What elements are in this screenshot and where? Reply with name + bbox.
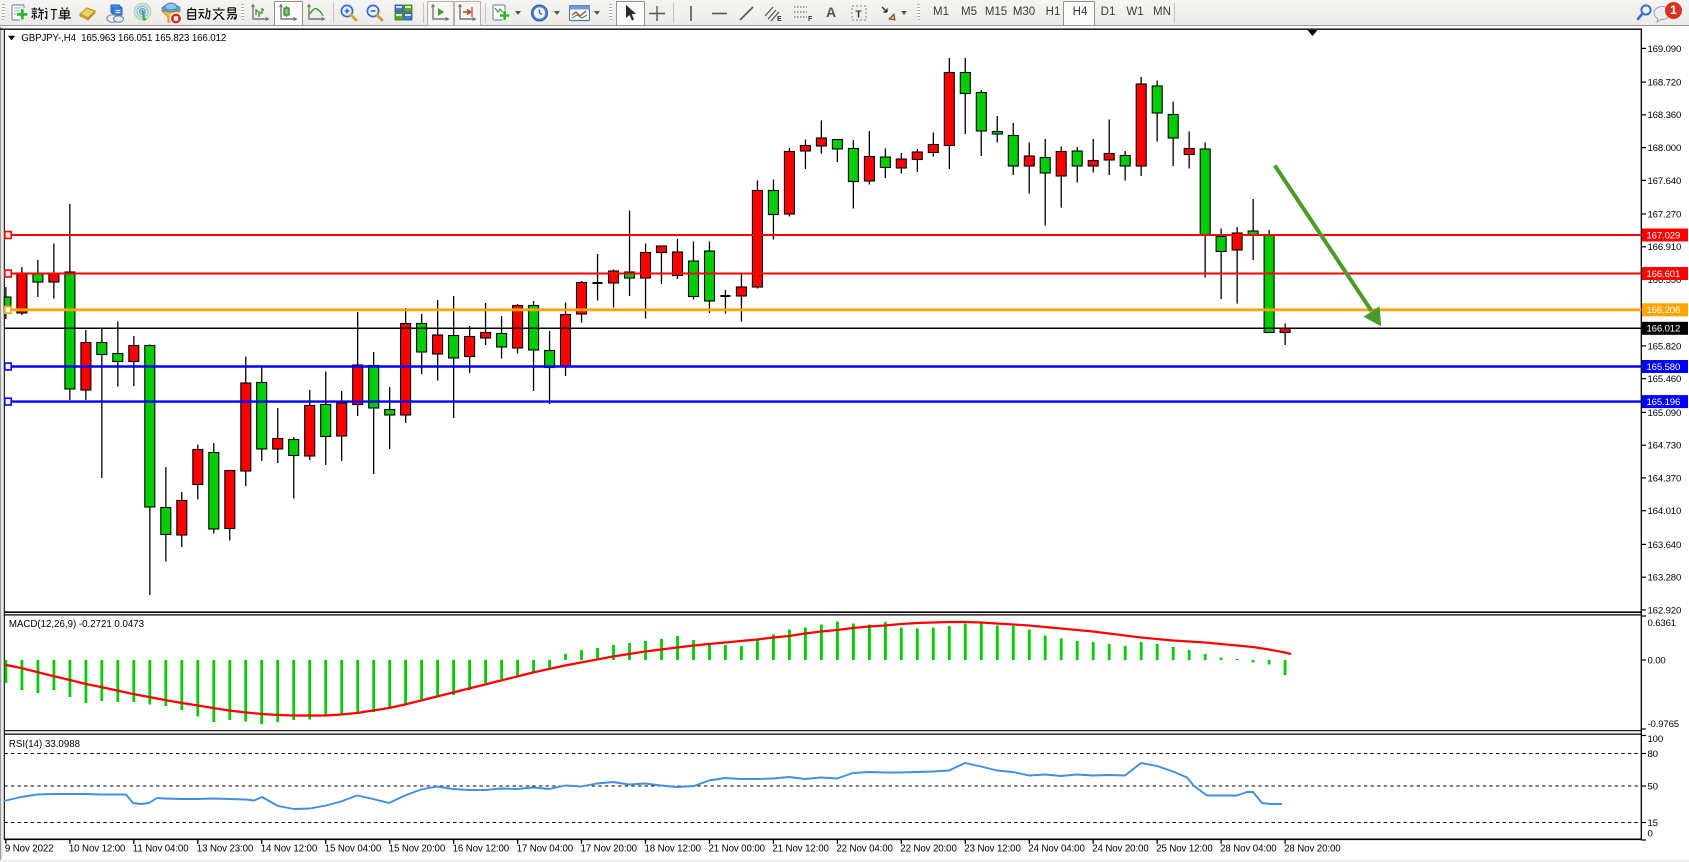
svg-text:164.730: 164.730 bbox=[1648, 441, 1682, 452]
svg-text:MACD(12,26,9) -0.2721 0.0473: MACD(12,26,9) -0.2721 0.0473 bbox=[9, 619, 144, 630]
svg-text:11 Nov 04:00: 11 Nov 04:00 bbox=[133, 844, 189, 855]
svg-text:163.280: 163.280 bbox=[1648, 573, 1682, 584]
svg-text:169.090: 169.090 bbox=[1648, 44, 1682, 55]
svg-text:28 Nov 04:00: 28 Nov 04:00 bbox=[1220, 844, 1277, 855]
svg-text:E: E bbox=[777, 16, 782, 23]
svg-text:166.910: 166.910 bbox=[1648, 242, 1682, 253]
svg-text:17 Nov 20:00: 17 Nov 20:00 bbox=[581, 844, 638, 855]
svg-text:166.012: 166.012 bbox=[1647, 324, 1681, 335]
svg-text:T: T bbox=[856, 10, 862, 21]
svg-text:13 Nov 23:00: 13 Nov 23:00 bbox=[197, 844, 254, 855]
svg-text:165.196: 165.196 bbox=[1647, 397, 1681, 408]
svg-text:F: F bbox=[808, 16, 813, 23]
svg-text:167.029: 167.029 bbox=[1647, 230, 1681, 241]
svg-text:RSI(14) 33.0988: RSI(14) 33.0988 bbox=[9, 739, 80, 750]
svg-text:162.920: 162.920 bbox=[1648, 605, 1682, 616]
svg-text:9 Nov 2022: 9 Nov 2022 bbox=[5, 844, 54, 855]
svg-text:22 Nov 04:00: 22 Nov 04:00 bbox=[836, 844, 893, 855]
svg-text:16 Nov 12:00: 16 Nov 12:00 bbox=[453, 844, 510, 855]
svg-text:10 Nov 12:00: 10 Nov 12:00 bbox=[69, 844, 126, 855]
svg-text:28 Nov 20:00: 28 Nov 20:00 bbox=[1284, 844, 1341, 855]
svg-text:24 Nov 04:00: 24 Nov 04:00 bbox=[1028, 844, 1085, 855]
svg-text:167.270: 167.270 bbox=[1648, 209, 1682, 220]
svg-text:21 Nov 00:00: 21 Nov 00:00 bbox=[709, 844, 766, 855]
svg-text:166.550: 166.550 bbox=[1648, 275, 1682, 286]
svg-text:168.360: 168.360 bbox=[1648, 110, 1682, 121]
svg-text:21 Nov 12:00: 21 Nov 12:00 bbox=[772, 844, 829, 855]
svg-text:25 Nov 12:00: 25 Nov 12:00 bbox=[1156, 844, 1213, 855]
svg-text:168.000: 168.000 bbox=[1648, 143, 1682, 154]
svg-text:0: 0 bbox=[1648, 828, 1653, 839]
svg-text:15 Nov 20:00: 15 Nov 20:00 bbox=[389, 844, 446, 855]
svg-text:0.00: 0.00 bbox=[1648, 655, 1666, 666]
svg-text:164.010: 164.010 bbox=[1648, 506, 1682, 517]
svg-text:15: 15 bbox=[1648, 818, 1658, 829]
svg-text:165.090: 165.090 bbox=[1648, 408, 1682, 419]
svg-text:165.820: 165.820 bbox=[1648, 341, 1682, 352]
svg-text:24 Nov 20:00: 24 Nov 20:00 bbox=[1092, 844, 1149, 855]
svg-text:166.601: 166.601 bbox=[1647, 269, 1681, 280]
svg-text:14 Nov 12:00: 14 Nov 12:00 bbox=[261, 844, 318, 855]
svg-text:18 Nov 12:00: 18 Nov 12:00 bbox=[645, 844, 702, 855]
svg-text:166.206: 166.206 bbox=[1647, 305, 1681, 316]
svg-text:17 Nov 04:00: 17 Nov 04:00 bbox=[517, 844, 574, 855]
svg-text:165.580: 165.580 bbox=[1647, 362, 1681, 373]
svg-text:50: 50 bbox=[1648, 781, 1658, 792]
svg-text:GBPJPY-,H4 165.963 166.051 16: GBPJPY-,H4 165.963 166.051 165.823 166.0… bbox=[21, 33, 226, 44]
svg-text:22 Nov 20:00: 22 Nov 20:00 bbox=[900, 844, 957, 855]
svg-text:167.640: 167.640 bbox=[1648, 176, 1682, 187]
svg-text:-0.9765: -0.9765 bbox=[1648, 719, 1680, 730]
svg-text:165.460: 165.460 bbox=[1648, 374, 1682, 385]
svg-text:164.370: 164.370 bbox=[1648, 473, 1682, 484]
svg-text:100: 100 bbox=[1648, 734, 1664, 745]
svg-text:15 Nov 04:00: 15 Nov 04:00 bbox=[325, 844, 382, 855]
svg-text:23 Nov 12:00: 23 Nov 12:00 bbox=[964, 844, 1021, 855]
svg-text:168.720: 168.720 bbox=[1648, 78, 1682, 89]
svg-text:0.6361: 0.6361 bbox=[1648, 618, 1676, 629]
svg-text:163.640: 163.640 bbox=[1648, 540, 1682, 551]
svg-text:80: 80 bbox=[1648, 749, 1658, 760]
